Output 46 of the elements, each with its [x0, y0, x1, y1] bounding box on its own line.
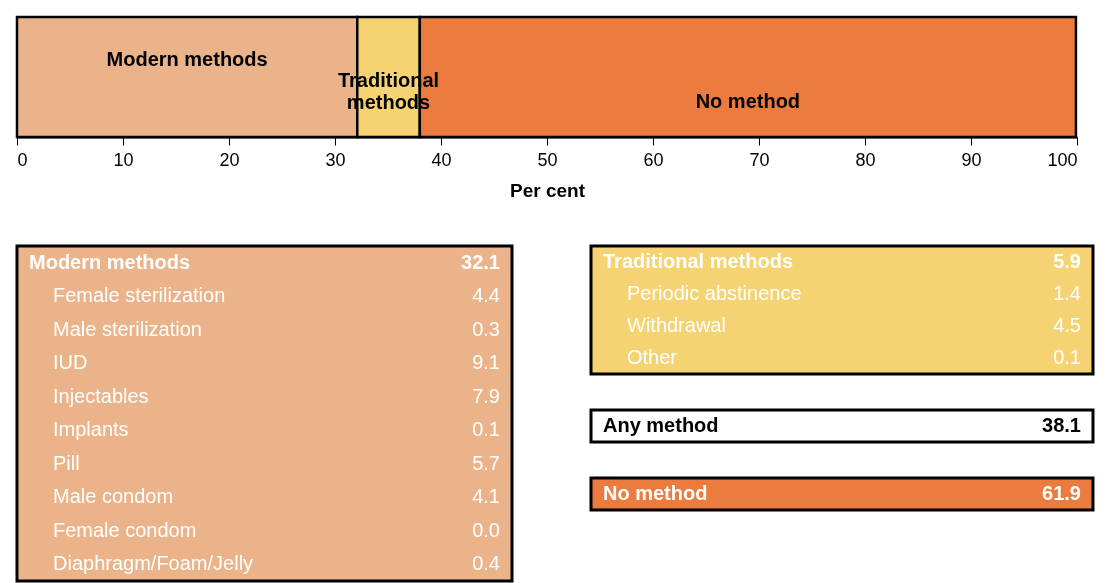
category-label: No method	[603, 482, 708, 504]
text: 7.9	[472, 384, 500, 407]
text: 0.0	[472, 518, 500, 541]
x-tick-label: 40	[431, 149, 452, 170]
category-label: Modern methods	[29, 250, 191, 273]
text: 38.1	[1042, 414, 1081, 436]
text: 0.1	[472, 418, 500, 441]
text: 4.4	[472, 284, 500, 307]
category-label: Pill	[53, 451, 80, 474]
category-label: IUD	[53, 351, 88, 374]
x-tick-label: 90	[961, 149, 982, 170]
x-tick-label: 50	[537, 149, 558, 170]
x-tick-label: 10	[113, 149, 134, 170]
text: 1.4	[1053, 282, 1081, 304]
text: 0.4	[472, 552, 500, 575]
series-label: No method	[695, 90, 801, 113]
category-label: Male condom	[53, 485, 174, 508]
category-label: Traditional methods	[603, 250, 794, 272]
category-label: Periodic abstinence	[627, 282, 802, 304]
category-label: Female sterilization	[53, 284, 226, 307]
text: 9.1	[472, 351, 500, 374]
text: 4.1	[472, 485, 500, 508]
x-tick-label: 20	[219, 149, 240, 170]
text: 61.9	[1042, 482, 1081, 504]
x-tick-label: 0	[17, 149, 28, 170]
text: 5.9	[1053, 250, 1081, 272]
text: 32.1	[461, 250, 500, 273]
category-label: Implants	[53, 418, 129, 441]
text: 4.5	[1053, 314, 1081, 336]
category-label: Injectables	[53, 384, 149, 407]
category-label: Female condom	[53, 518, 197, 541]
text: 5.7	[472, 451, 500, 474]
category-label: Diaphragm/Foam/Jelly	[53, 552, 254, 575]
x-tick-label: 100	[1047, 149, 1078, 170]
category-label: Any method	[603, 414, 719, 436]
text: 0.3	[472, 317, 500, 340]
category-label: Withdrawal	[627, 314, 726, 336]
x-tick-label: 70	[749, 149, 770, 170]
category-label: Other	[627, 346, 678, 368]
category-label: Male sterilization	[53, 317, 202, 340]
series-label: Modern methods	[106, 47, 268, 70]
x-tick-label: 60	[643, 149, 664, 170]
x-tick-label: 80	[855, 149, 876, 170]
text: 0.1	[1053, 346, 1081, 368]
x-tick-label: 30	[325, 149, 346, 170]
x-axis-title: Per cent	[510, 179, 586, 201]
